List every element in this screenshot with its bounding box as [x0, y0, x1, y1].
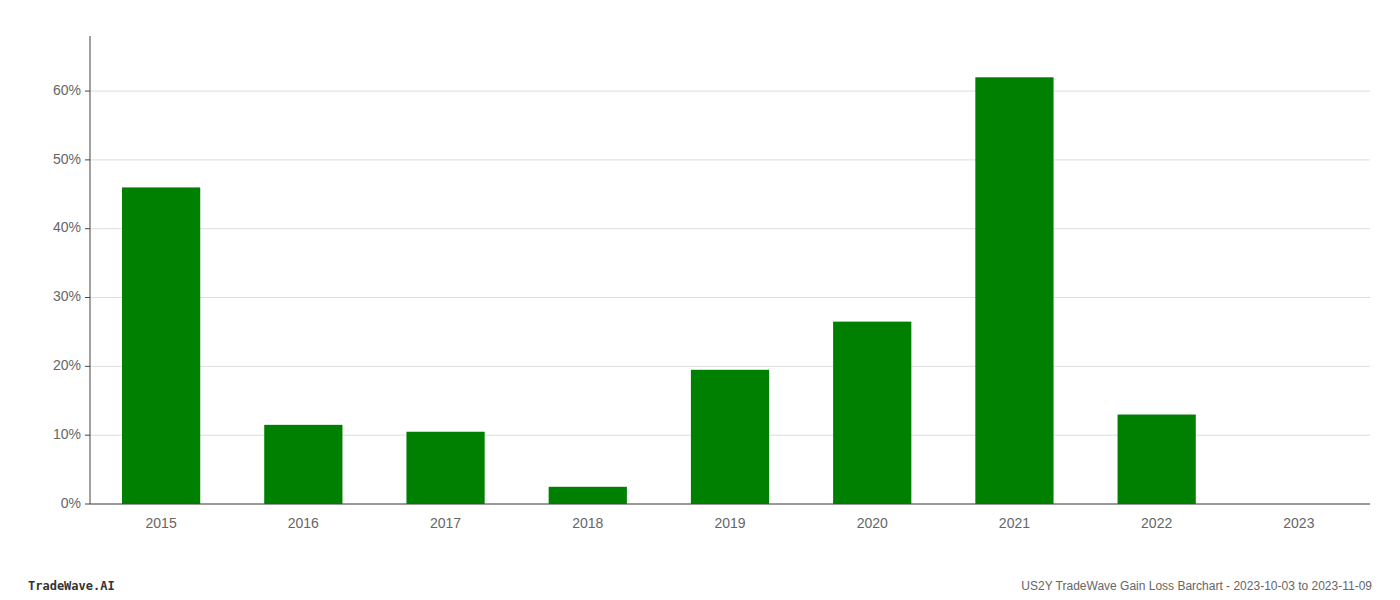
- x-tick-label: 2020: [857, 515, 888, 531]
- x-tick-label: 2023: [1283, 515, 1314, 531]
- bar: [549, 487, 627, 504]
- x-tick-label: 2018: [572, 515, 603, 531]
- y-tick: [85, 91, 90, 92]
- y-tick-label: 30%: [53, 288, 81, 304]
- grid-line: [90, 297, 1370, 298]
- x-tick-label: 2019: [714, 515, 745, 531]
- y-tick-label: 0%: [61, 495, 81, 511]
- bar: [1118, 415, 1196, 504]
- x-tick-label: 2022: [1141, 515, 1172, 531]
- x-axis: [90, 504, 1370, 505]
- bar: [406, 432, 484, 504]
- y-tick-label: 40%: [53, 219, 81, 235]
- bar: [975, 77, 1053, 504]
- y-tick-label: 50%: [53, 151, 81, 167]
- y-tick: [85, 435, 90, 436]
- grid-line: [90, 228, 1370, 229]
- grid-line: [90, 91, 1370, 92]
- chart: 0% 10% 20% 30% 40% 50% 60% 2015 2016 2017 2018 2019…: [0, 0, 1400, 600]
- grid-line: [90, 504, 1370, 505]
- bar: [691, 370, 769, 504]
- footer-right: US2Y TradeWave Gain Loss Barchart - 2023…: [1021, 579, 1372, 593]
- y-tick: [85, 159, 90, 160]
- x-tick-label: 2015: [146, 515, 177, 531]
- footer-left: TradeWave.AI: [28, 579, 115, 593]
- x-tick-label: 2021: [999, 515, 1030, 531]
- y-tick: [85, 297, 90, 298]
- y-tick: [85, 366, 90, 367]
- x-tick-label: 2017: [430, 515, 461, 531]
- bar: [264, 425, 342, 504]
- bar: [833, 322, 911, 504]
- grid-line: [90, 366, 1370, 367]
- x-tick-label: 2016: [288, 515, 319, 531]
- y-tick-label: 20%: [53, 357, 81, 373]
- y-axis: [90, 36, 91, 504]
- y-tick-label: 10%: [53, 426, 81, 442]
- grid-line: [90, 159, 1370, 160]
- y-tick-label: 60%: [53, 82, 81, 98]
- bar: [122, 187, 200, 504]
- y-tick: [85, 504, 90, 505]
- y-tick: [85, 228, 90, 229]
